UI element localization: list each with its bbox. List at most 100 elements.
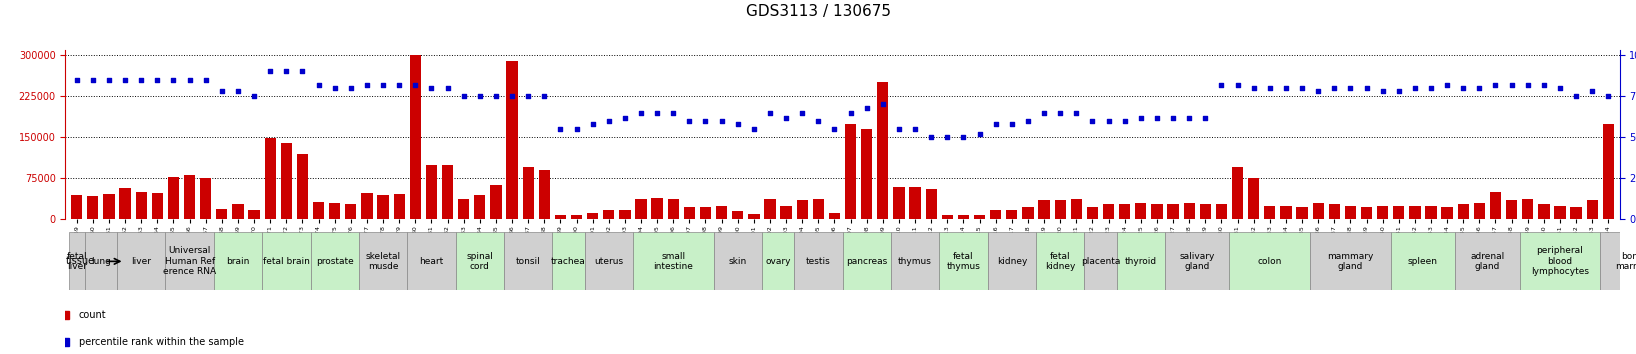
Bar: [651, 198, 663, 219]
Point: [757, 110, 784, 115]
Bar: [1345, 206, 1356, 219]
Bar: [844, 124, 856, 219]
Text: thymus: thymus: [898, 257, 933, 266]
Bar: [1425, 206, 1436, 219]
FancyBboxPatch shape: [988, 233, 1036, 290]
FancyBboxPatch shape: [165, 233, 214, 290]
Point: [532, 93, 558, 99]
Bar: [119, 188, 131, 219]
Point: [290, 69, 316, 74]
Text: small
intestine: small intestine: [653, 252, 694, 271]
Bar: [538, 170, 550, 219]
Text: heart: heart: [419, 257, 443, 266]
Text: colon: colon: [1258, 257, 1283, 266]
FancyBboxPatch shape: [939, 233, 988, 290]
Text: bone
marrow: bone marrow: [1615, 252, 1636, 271]
FancyBboxPatch shape: [1230, 233, 1310, 290]
Text: fetal
liver: fetal liver: [67, 252, 87, 271]
Point: [1579, 88, 1605, 94]
Point: [692, 118, 718, 124]
Point: [676, 118, 702, 124]
Bar: [249, 210, 260, 219]
Bar: [1086, 207, 1098, 219]
Bar: [571, 215, 582, 219]
FancyBboxPatch shape: [1391, 233, 1454, 290]
Point: [466, 93, 492, 99]
Bar: [200, 178, 211, 219]
Bar: [1070, 199, 1081, 219]
Bar: [957, 215, 969, 219]
Point: [1595, 93, 1621, 99]
Bar: [1409, 206, 1420, 219]
Text: salivary
gland: salivary gland: [1180, 252, 1216, 271]
Bar: [1571, 207, 1582, 219]
Point: [1548, 85, 1574, 91]
Point: [983, 121, 1009, 127]
Bar: [1587, 200, 1598, 219]
Point: [1273, 85, 1299, 91]
FancyBboxPatch shape: [69, 233, 85, 290]
Point: [1515, 82, 1541, 87]
Point: [951, 135, 977, 140]
Bar: [797, 200, 808, 219]
Point: [741, 126, 767, 132]
Point: [515, 93, 542, 99]
Text: mammary
gland: mammary gland: [1327, 252, 1374, 271]
Point: [789, 110, 815, 115]
Point: [998, 121, 1024, 127]
FancyBboxPatch shape: [262, 233, 311, 290]
Point: [386, 82, 412, 87]
Point: [1353, 85, 1379, 91]
Point: [1193, 115, 1219, 120]
FancyBboxPatch shape: [892, 233, 939, 290]
Bar: [232, 204, 244, 219]
Bar: [604, 210, 615, 219]
Point: [1144, 115, 1170, 120]
Bar: [345, 204, 357, 219]
Point: [177, 77, 203, 82]
Bar: [522, 167, 533, 219]
Bar: [1055, 200, 1065, 219]
Point: [402, 82, 429, 87]
Bar: [87, 196, 98, 219]
Point: [1127, 115, 1153, 120]
Bar: [861, 129, 872, 219]
Point: [1322, 85, 1348, 91]
Point: [1160, 115, 1186, 120]
Bar: [378, 195, 389, 219]
Bar: [507, 61, 517, 219]
Text: fetal
thymus: fetal thymus: [947, 252, 980, 271]
FancyBboxPatch shape: [1454, 233, 1520, 290]
Bar: [409, 55, 420, 219]
Text: skeletal
musde: skeletal musde: [365, 252, 401, 271]
Point: [1402, 85, 1428, 91]
Bar: [425, 165, 437, 219]
FancyBboxPatch shape: [1165, 233, 1230, 290]
Bar: [362, 193, 373, 219]
Bar: [1265, 206, 1276, 219]
Point: [563, 126, 589, 132]
Point: [1306, 88, 1332, 94]
Bar: [1458, 204, 1469, 219]
Point: [499, 93, 525, 99]
FancyBboxPatch shape: [1310, 233, 1391, 290]
Point: [1369, 88, 1396, 94]
Point: [1289, 85, 1315, 91]
Bar: [877, 82, 888, 219]
Text: GDS3113 / 130675: GDS3113 / 130675: [746, 4, 890, 18]
Point: [838, 110, 864, 115]
Bar: [926, 189, 937, 219]
Bar: [1474, 203, 1485, 219]
Point: [224, 88, 250, 94]
Bar: [281, 143, 291, 219]
Point: [160, 77, 187, 82]
Point: [209, 88, 236, 94]
FancyBboxPatch shape: [85, 233, 118, 290]
Bar: [717, 206, 728, 219]
Text: placenta: placenta: [1081, 257, 1121, 266]
Bar: [1378, 206, 1389, 219]
Text: fetal brain: fetal brain: [263, 257, 309, 266]
Point: [370, 82, 396, 87]
Bar: [684, 207, 695, 219]
Text: peripheral
blood
lymphocytes: peripheral blood lymphocytes: [1531, 246, 1589, 276]
